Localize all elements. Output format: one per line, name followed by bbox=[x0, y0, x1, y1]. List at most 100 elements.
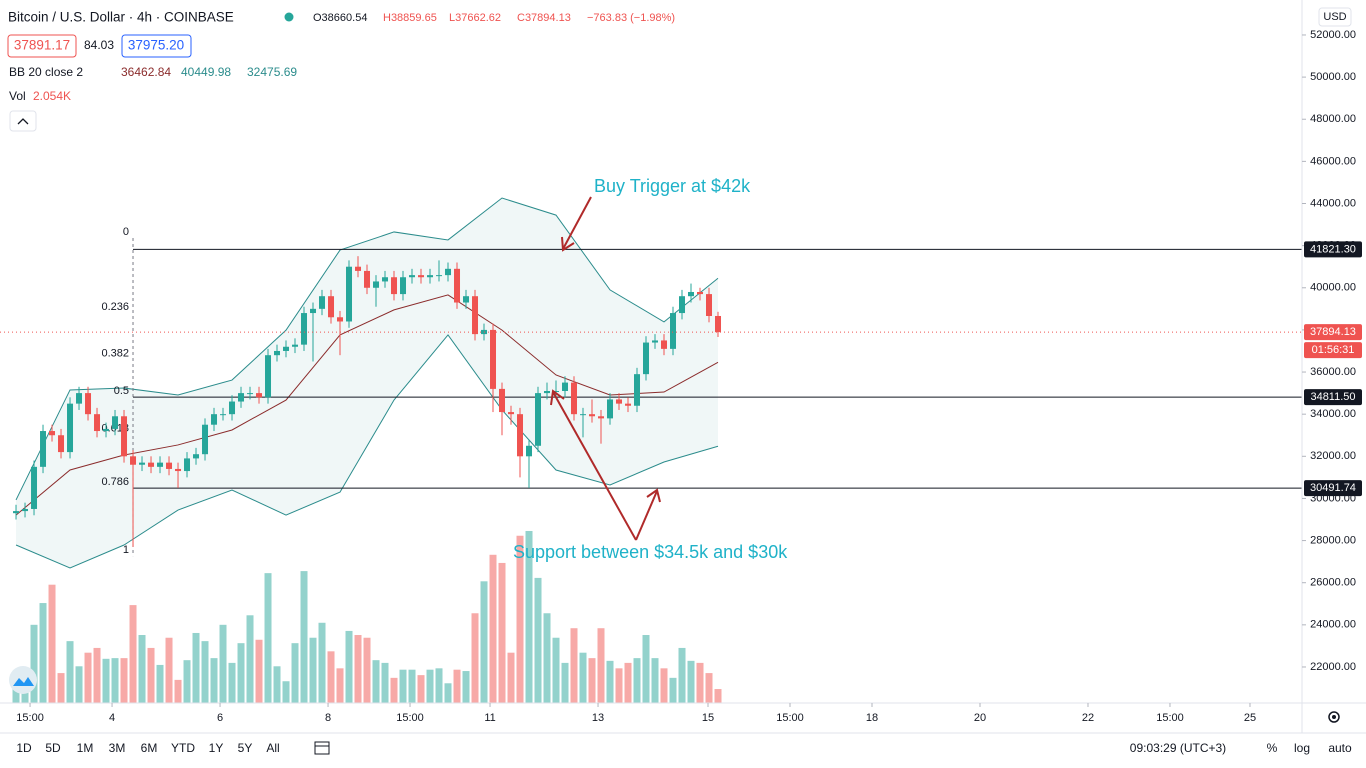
y-tick-label: 34000.00 bbox=[1310, 408, 1356, 420]
fib-level-label: 0.5 bbox=[114, 385, 129, 397]
ohlc-value: L37662.62 bbox=[449, 12, 501, 24]
volume-bar bbox=[228, 662, 236, 703]
volume-bar bbox=[507, 652, 515, 703]
volume-bar bbox=[48, 584, 56, 703]
volume-bar bbox=[696, 662, 704, 703]
candle-body bbox=[175, 468, 182, 472]
ohlc-value: H38859.65 bbox=[383, 12, 437, 24]
y-tick-label: 46000.00 bbox=[1310, 155, 1356, 167]
x-tick-label: 15:00 bbox=[776, 712, 804, 724]
volume-bar bbox=[174, 679, 182, 703]
fib-level-label: 0.382 bbox=[101, 347, 129, 359]
range-button[interactable]: YTD bbox=[171, 741, 195, 755]
range-button[interactable]: 1Y bbox=[209, 741, 224, 755]
candle-body bbox=[472, 296, 479, 335]
candle-body bbox=[193, 454, 200, 459]
candle-body bbox=[202, 424, 209, 455]
volume-bar bbox=[300, 571, 308, 703]
x-tick-label: 13 bbox=[592, 712, 604, 724]
volume-bar bbox=[687, 660, 695, 703]
range-button[interactable]: 1D bbox=[16, 741, 32, 755]
scale-option[interactable]: auto bbox=[1328, 741, 1352, 755]
candle-body bbox=[76, 393, 83, 404]
volume-bar bbox=[489, 554, 497, 703]
candle-body bbox=[229, 401, 236, 415]
range-button[interactable]: 5Y bbox=[238, 741, 253, 755]
candle-body bbox=[130, 456, 137, 465]
x-tick-label: 20 bbox=[974, 712, 986, 724]
buy-price[interactable]: 37975.20 bbox=[128, 38, 184, 53]
volume-bar bbox=[615, 668, 623, 703]
volume-bar bbox=[633, 658, 641, 703]
range-button[interactable]: All bbox=[266, 741, 279, 755]
x-tick-label: 15:00 bbox=[396, 712, 424, 724]
sell-price[interactable]: 37891.17 bbox=[14, 38, 70, 53]
volume-bar bbox=[714, 689, 722, 703]
volume-bar bbox=[462, 671, 470, 703]
volume-bar bbox=[435, 668, 443, 703]
volume-bar bbox=[291, 643, 299, 703]
price-badge bbox=[1304, 389, 1362, 406]
volume-bar bbox=[543, 613, 551, 703]
volume-bar bbox=[660, 668, 668, 703]
candle-body bbox=[526, 445, 533, 457]
range-button[interactable]: 3M bbox=[109, 741, 126, 755]
volume-bar bbox=[111, 658, 119, 703]
arrow bbox=[635, 490, 658, 541]
arrow-head bbox=[561, 236, 575, 252]
volume-bar bbox=[219, 624, 227, 703]
volume-bar bbox=[39, 603, 47, 703]
scale-option[interactable]: % bbox=[1267, 741, 1278, 755]
scale-option[interactable]: log bbox=[1294, 741, 1310, 755]
candle-body bbox=[463, 296, 470, 303]
x-tick-label: 15:00 bbox=[16, 712, 44, 724]
volume-bar bbox=[30, 624, 38, 703]
volume-bar bbox=[201, 641, 209, 703]
countdown-badge bbox=[1304, 342, 1362, 359]
volume-bar bbox=[471, 613, 479, 703]
candle-body bbox=[337, 317, 344, 322]
fib-level-label: 1 bbox=[123, 544, 129, 556]
volume-bar bbox=[327, 651, 335, 703]
symbol-title: Bitcoin / U.S. Dollar · 4h · COINBASE bbox=[8, 10, 234, 25]
collapse-button[interactable] bbox=[9, 110, 37, 132]
candle-body bbox=[49, 431, 56, 436]
volume-bar bbox=[372, 660, 380, 703]
volume-bar bbox=[588, 658, 596, 703]
candle-body bbox=[22, 508, 29, 512]
logo-shape bbox=[13, 677, 34, 686]
candle-body bbox=[247, 393, 254, 395]
ohlc-value: O38660.54 bbox=[313, 12, 367, 24]
volume-bar bbox=[246, 615, 254, 703]
volume-bar bbox=[120, 658, 128, 703]
buy-button[interactable] bbox=[121, 34, 192, 58]
goto-date-icon[interactable] bbox=[314, 741, 330, 755]
range-button[interactable]: 5D bbox=[45, 741, 61, 755]
range-button[interactable]: 6M bbox=[141, 741, 158, 755]
y-tick-label: 24000.00 bbox=[1310, 619, 1356, 631]
candle-body bbox=[661, 340, 668, 349]
candle-body bbox=[517, 414, 524, 457]
range-button[interactable]: 1M bbox=[77, 741, 94, 755]
candle-body bbox=[643, 342, 650, 375]
volume-bar bbox=[264, 573, 272, 703]
candle-body bbox=[454, 268, 461, 303]
candle-body bbox=[400, 277, 407, 295]
volume-bar bbox=[642, 635, 650, 703]
candle-body bbox=[256, 393, 263, 398]
sell-button[interactable] bbox=[7, 34, 77, 58]
currency-badge[interactable] bbox=[1318, 7, 1352, 27]
x-tick-label: 8 bbox=[325, 712, 331, 724]
candle-body bbox=[598, 416, 605, 419]
settings-icon[interactable] bbox=[1328, 711, 1340, 723]
countdown-label: 01:56:31 bbox=[1312, 344, 1355, 356]
x-tick-label: 25 bbox=[1244, 712, 1256, 724]
clock: 09:03:29 (UTC+3) bbox=[1130, 741, 1226, 755]
x-tick-label: 11 bbox=[484, 712, 495, 724]
candle-body bbox=[121, 416, 128, 457]
logo bbox=[9, 666, 37, 694]
candle-body bbox=[67, 403, 74, 453]
candle-body bbox=[715, 315, 722, 333]
x-tick-label: 4 bbox=[109, 712, 115, 724]
volume-bar bbox=[480, 581, 488, 703]
